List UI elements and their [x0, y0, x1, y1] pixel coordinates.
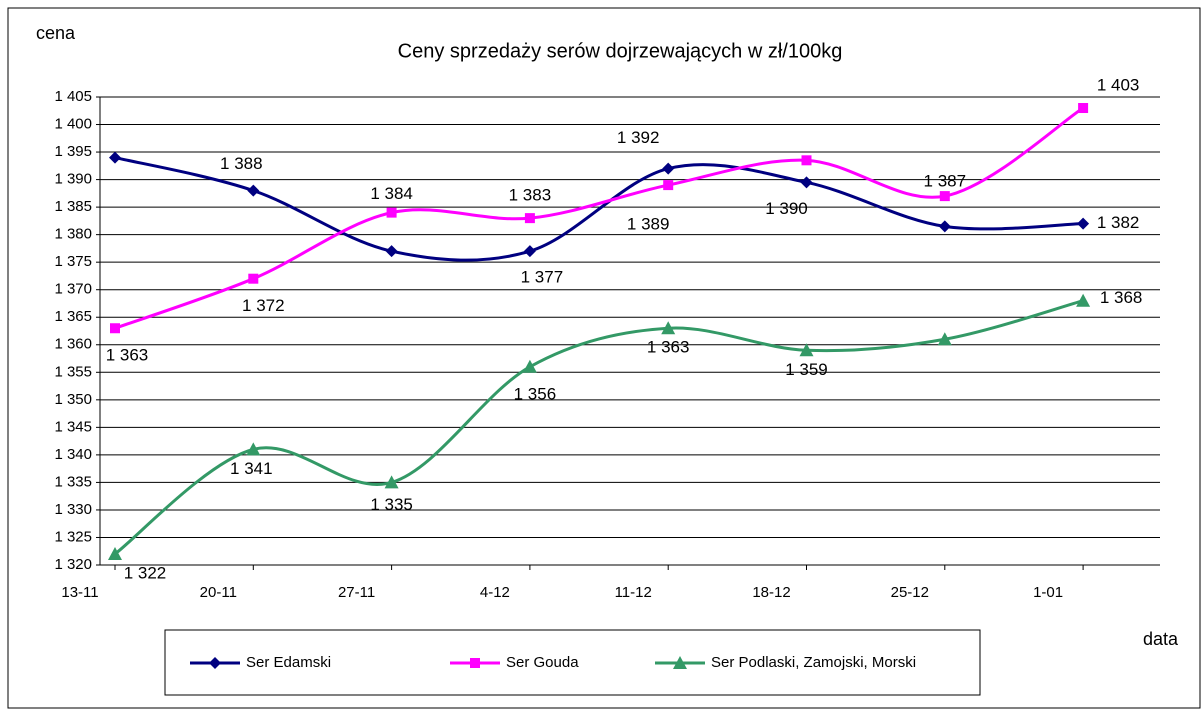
- chart-border: [7, 7, 1201, 709]
- data-label: 1 390: [765, 199, 808, 218]
- x-tick-label: 13-11: [61, 584, 98, 601]
- y-tick-label: 1 350: [54, 391, 92, 408]
- x-axis-label: data: [1143, 629, 1179, 649]
- marker: [384, 475, 399, 489]
- y-tick-label: 1 355: [54, 363, 92, 380]
- marker: [386, 207, 397, 218]
- data-label: 1 335: [370, 495, 413, 514]
- y-tick-label: 1 375: [54, 253, 92, 270]
- marker: [248, 273, 259, 284]
- data-label: 1 387: [924, 172, 967, 191]
- data-label: 1 384: [370, 184, 413, 203]
- marker: [938, 220, 951, 233]
- y-tick-label: 1 335: [54, 473, 92, 490]
- marker: [662, 162, 675, 175]
- marker: [663, 180, 674, 191]
- legend-label: Ser Podlaski, Zamojski, Morski: [711, 654, 916, 671]
- marker: [110, 323, 120, 334]
- y-axis-label: cena: [36, 23, 76, 43]
- data-label: 1 388: [220, 154, 263, 173]
- marker: [385, 245, 398, 258]
- marker: [1078, 103, 1089, 114]
- marker: [799, 343, 814, 357]
- x-tick-label: 1-01: [1033, 584, 1063, 601]
- y-tick-label: 1 395: [54, 143, 92, 160]
- y-tick-label: 1 330: [54, 501, 92, 518]
- data-label: 1 403: [1097, 75, 1140, 94]
- marker: [939, 191, 950, 202]
- data-label: 1 372: [242, 296, 285, 315]
- x-tick-label: 25-12: [891, 584, 929, 601]
- y-tick-label: 1 365: [54, 308, 92, 325]
- x-tick-label: 11-12: [615, 584, 652, 601]
- legend-label: Ser Edamski: [246, 654, 331, 671]
- marker: [524, 213, 535, 224]
- data-label: 1 383: [509, 186, 552, 205]
- data-label: 1 363: [106, 346, 149, 365]
- data-label: 1 392: [617, 128, 660, 147]
- x-tick-label: 4-12: [480, 584, 510, 601]
- data-label: 1 389: [627, 215, 670, 234]
- y-tick-label: 1 380: [54, 226, 92, 243]
- data-label: 1 382: [1097, 213, 1140, 232]
- x-tick-label: 27-11: [338, 584, 375, 601]
- marker: [209, 657, 221, 669]
- y-tick-label: 1 340: [54, 446, 92, 463]
- marker: [800, 176, 813, 189]
- data-label: 1 322: [124, 563, 167, 582]
- marker: [522, 359, 537, 373]
- marker: [247, 184, 260, 197]
- marker: [801, 155, 812, 166]
- y-tick-label: 1 405: [54, 88, 92, 105]
- data-label: 1 377: [521, 268, 564, 287]
- marker: [937, 332, 952, 346]
- y-tick-label: 1 370: [54, 281, 92, 298]
- marker: [109, 151, 121, 164]
- y-tick-label: 1 400: [54, 115, 92, 132]
- marker: [523, 245, 536, 258]
- marker: [673, 656, 687, 669]
- legend-label: Ser Gouda: [506, 654, 579, 671]
- marker: [246, 442, 261, 456]
- x-tick-label: 18-12: [752, 584, 790, 601]
- marker: [661, 321, 676, 335]
- series-line: [114, 299, 1084, 556]
- x-tick-label: 20-11: [200, 584, 237, 601]
- y-tick-label: 1 325: [54, 528, 92, 545]
- series-line: [114, 106, 1084, 330]
- data-label: 1 363: [647, 338, 690, 357]
- legend-box: [164, 629, 981, 696]
- data-label: 1 368: [1100, 288, 1143, 307]
- y-tick-label: 1 345: [54, 418, 92, 435]
- marker: [470, 658, 480, 668]
- data-label: 1 359: [785, 360, 828, 379]
- marker: [108, 546, 122, 560]
- y-tick-label: 1 320: [54, 556, 92, 573]
- y-tick-label: 1 360: [54, 336, 92, 353]
- y-tick-label: 1 385: [54, 198, 92, 215]
- data-label: 1 356: [514, 384, 557, 403]
- y-tick-label: 1 390: [54, 171, 92, 188]
- series-line: [114, 156, 1084, 262]
- data-label: 1 341: [230, 459, 273, 478]
- marker: [1077, 217, 1090, 230]
- chart-title: Ceny sprzedaży serów dojrzewających w zł…: [398, 40, 843, 62]
- marker: [1076, 293, 1091, 307]
